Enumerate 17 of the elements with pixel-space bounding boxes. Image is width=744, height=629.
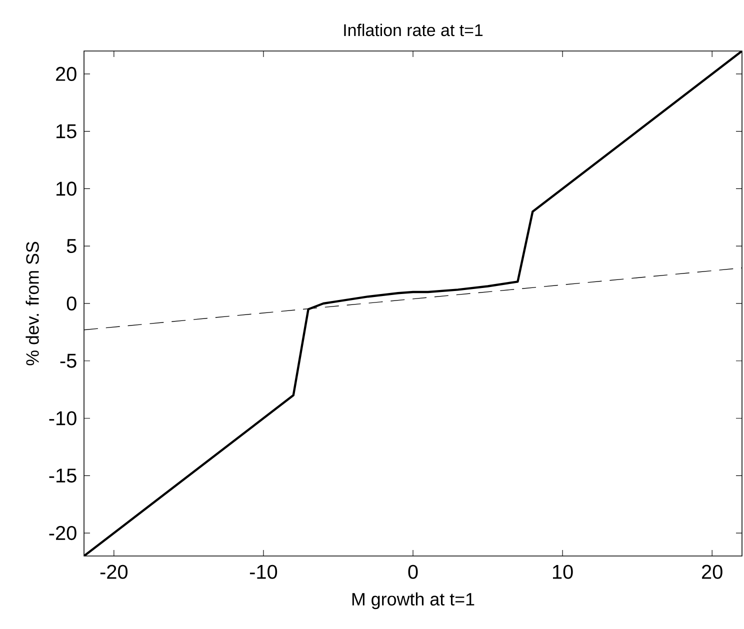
y-tick-label: -5 [60,354,76,368]
x-axis-title: M growth at t=1 [352,592,474,610]
y-tick-label: -20 [49,526,76,540]
x-tick-label: -20 [100,564,128,579]
y-tick-label: -10 [49,411,76,426]
y-tick-label: 10 [56,182,76,196]
chart-title: Inflation rate at t=1 [344,24,483,36]
y-tick-label: 15 [56,124,76,138]
x-tick-label: 10 [552,564,573,579]
x-tick-label: 20 [702,564,722,579]
y-tick-label: 20 [56,66,76,81]
y-tick-label: 5 [66,239,76,254]
x-tick-label: 0 [408,564,418,579]
y-axis-title: % dev. from SS [26,242,39,366]
y-tick-label: 0 [66,296,76,311]
x-tick-label: -10 [250,564,278,579]
y-tick-label: -15 [49,468,76,483]
